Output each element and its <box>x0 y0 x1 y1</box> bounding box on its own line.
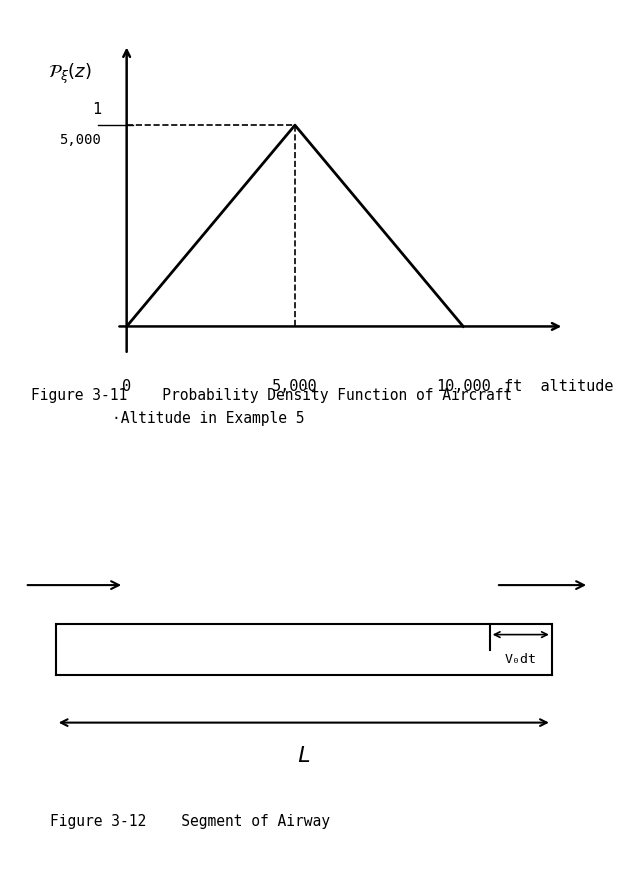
Text: 1: 1 <box>92 102 102 117</box>
Text: 5,000: 5,000 <box>60 133 102 147</box>
Text: 5,000: 5,000 <box>272 380 318 395</box>
Text: L: L <box>297 747 311 766</box>
Text: 10,000: 10,000 <box>436 380 490 395</box>
Text: V₀dt: V₀dt <box>505 653 537 665</box>
Text: Figure 3-12    Segment of Airway: Figure 3-12 Segment of Airway <box>50 814 330 830</box>
Text: ·Altitude in Example 5: ·Altitude in Example 5 <box>112 411 304 426</box>
Text: 0: 0 <box>122 380 131 395</box>
Text: $\mathcal{P}_\xi(z)$: $\mathcal{P}_\xi(z)$ <box>48 62 91 86</box>
Text: Figure 3-11    Probability Density Function of Aircraft: Figure 3-11 Probability Density Function… <box>31 388 512 404</box>
Text: ft  altitude: ft altitude <box>503 380 613 395</box>
